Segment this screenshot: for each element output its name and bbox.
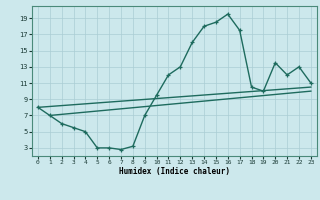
X-axis label: Humidex (Indice chaleur): Humidex (Indice chaleur) — [119, 167, 230, 176]
